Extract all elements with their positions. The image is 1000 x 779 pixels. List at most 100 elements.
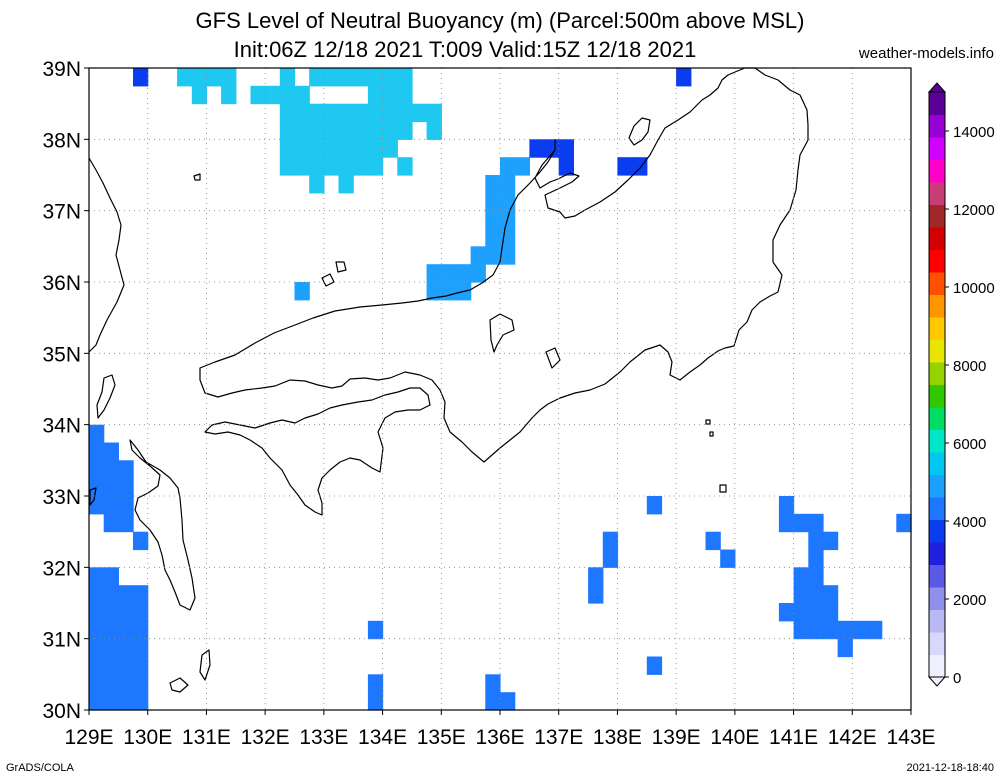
field-cell bbox=[793, 603, 809, 622]
coastline-shikoku bbox=[204, 387, 431, 516]
field-cell bbox=[367, 674, 384, 693]
y-tick-label: 39N bbox=[42, 58, 81, 81]
colorbar-label: 2000 bbox=[953, 592, 986, 609]
field-cell bbox=[485, 192, 501, 212]
colorbar-segment bbox=[929, 249, 945, 273]
field-cell bbox=[118, 513, 134, 533]
x-tick-label: 134E bbox=[358, 726, 407, 749]
field-cell bbox=[397, 68, 413, 87]
x-tick-label: 141E bbox=[769, 726, 818, 749]
field-cell bbox=[705, 531, 721, 551]
field-cell bbox=[367, 68, 384, 87]
colorbar-frame bbox=[928, 91, 946, 678]
colorbar-segment bbox=[929, 227, 945, 250]
field-cell bbox=[426, 264, 442, 283]
x-tick-label: 133E bbox=[299, 726, 348, 749]
field-cell bbox=[103, 603, 119, 622]
y-tick-label: 33N bbox=[42, 486, 81, 509]
x-tick-label: 135E bbox=[417, 726, 466, 749]
x-tick-label: 131E bbox=[182, 726, 231, 749]
x-tick-label: 129E bbox=[64, 726, 113, 749]
colorbar-label: 4000 bbox=[953, 514, 986, 531]
island-oshima bbox=[193, 173, 201, 181]
field-cell bbox=[470, 246, 486, 265]
field-cell bbox=[89, 567, 105, 586]
field-cell bbox=[279, 157, 296, 176]
field-cell bbox=[103, 496, 119, 515]
island-yakushima bbox=[169, 677, 189, 693]
colorbar-segment bbox=[929, 182, 945, 205]
field-cell bbox=[426, 103, 442, 123]
field-cell bbox=[485, 246, 501, 265]
field-cell bbox=[837, 638, 853, 658]
field-cell bbox=[133, 638, 149, 658]
coastline-korea bbox=[88, 157, 125, 353]
field-cell bbox=[426, 282, 442, 301]
colorbar: 14000 12000 10000 8000 6000 4000 2000 0 bbox=[927, 82, 995, 687]
y-tick-label: 31N bbox=[42, 629, 81, 652]
field-cell bbox=[338, 103, 354, 123]
field-cell bbox=[338, 175, 354, 194]
field-cell bbox=[808, 585, 824, 604]
field-cell bbox=[206, 68, 222, 87]
field-cell bbox=[279, 85, 296, 105]
colorbar-segment bbox=[929, 632, 945, 655]
field-cell bbox=[103, 620, 119, 640]
field-cell bbox=[382, 121, 398, 140]
field-cell bbox=[309, 139, 325, 158]
x-tick-label: 130E bbox=[123, 726, 172, 749]
field-cell bbox=[118, 478, 134, 497]
field-cell bbox=[382, 139, 398, 158]
field-cell bbox=[118, 692, 134, 711]
field-cell bbox=[367, 157, 384, 176]
field-cell bbox=[323, 103, 340, 123]
field-cell bbox=[808, 513, 824, 533]
colorbar-segment bbox=[929, 384, 945, 408]
field-cell bbox=[485, 228, 501, 247]
field-cell bbox=[382, 68, 398, 87]
field-cell bbox=[133, 603, 149, 622]
field-cell bbox=[323, 139, 340, 158]
field-cell bbox=[617, 157, 633, 176]
field-cell bbox=[808, 603, 824, 622]
field-cell bbox=[118, 585, 134, 604]
x-tick-label: 138E bbox=[593, 726, 642, 749]
colorbar-segment bbox=[929, 339, 945, 363]
island-hachijo bbox=[719, 484, 727, 493]
colorbar-label: 10000 bbox=[953, 280, 995, 297]
field-cell bbox=[382, 85, 398, 105]
field-cell bbox=[103, 585, 119, 604]
field-cell bbox=[896, 513, 912, 533]
field-cell bbox=[500, 246, 516, 265]
field-cell bbox=[323, 68, 340, 87]
field-cell bbox=[353, 68, 369, 87]
field-cell bbox=[279, 139, 296, 158]
field-cell bbox=[367, 85, 384, 105]
source-site-label: weather-models.info bbox=[858, 45, 994, 62]
colorbar-label: 14000 bbox=[953, 124, 995, 141]
field-cell bbox=[338, 157, 354, 176]
field-cell bbox=[411, 103, 428, 123]
colorbar-segment bbox=[929, 92, 945, 115]
y-tick-label: 37N bbox=[42, 201, 81, 224]
field-cell bbox=[89, 638, 105, 658]
x-tick-label: 139E bbox=[652, 726, 701, 749]
field-cell bbox=[177, 68, 193, 87]
field-cell bbox=[852, 620, 868, 640]
field-cell bbox=[118, 638, 134, 658]
field-cell bbox=[221, 68, 237, 87]
footer-software-label: GrADS/COLA bbox=[6, 762, 74, 774]
field-cell bbox=[353, 139, 369, 158]
field-cell bbox=[353, 157, 369, 176]
x-tick-label: 143E bbox=[886, 726, 935, 749]
field-cell bbox=[426, 121, 442, 140]
field-cell bbox=[676, 68, 692, 87]
chart-subtitle: Init:06Z 12/18 2021 T:009 Valid:15Z 12/1… bbox=[233, 37, 697, 62]
island-tsushima bbox=[96, 374, 116, 419]
field-cell bbox=[89, 585, 105, 604]
y-tick-label: 32N bbox=[42, 557, 81, 580]
chart-title: GFS Level of Neutral Buoyancy (m) (Parce… bbox=[195, 8, 805, 33]
field-cell bbox=[294, 103, 310, 123]
field-cell bbox=[323, 157, 340, 176]
field-cell bbox=[103, 692, 119, 711]
